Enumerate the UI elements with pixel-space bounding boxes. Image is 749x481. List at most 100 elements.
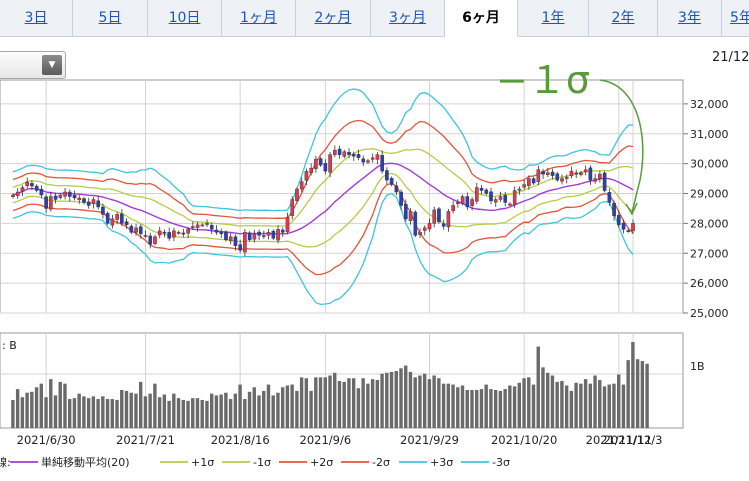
tab-1[interactable]: 5日	[73, 0, 148, 36]
volume-bar	[228, 399, 233, 428]
candle-body	[631, 223, 635, 232]
candle-body	[356, 154, 361, 158]
dropdown-arrow-icon[interactable]: ▼	[42, 55, 62, 75]
candle-body	[110, 218, 115, 226]
candle-body	[498, 196, 503, 200]
volume-bar	[266, 384, 271, 428]
tab-9[interactable]: 3年	[658, 0, 722, 36]
legend-label: -2σ	[372, 456, 390, 469]
volume-bar	[134, 393, 138, 428]
candle-body	[607, 192, 612, 203]
x-tick-label: 2021/11/11	[586, 433, 652, 447]
candle-body	[508, 203, 512, 206]
volume-bar	[569, 390, 574, 428]
legend-label: +3σ	[430, 456, 453, 469]
volume-bar	[243, 399, 247, 428]
candle-body	[531, 178, 536, 184]
volume-bar	[205, 400, 209, 428]
volume-bar	[195, 398, 200, 428]
candle-body	[394, 185, 399, 193]
candle-body	[314, 158, 318, 169]
volume-bar	[224, 392, 228, 428]
volume-bar	[214, 395, 219, 428]
volume-bar	[427, 379, 432, 428]
candle-body	[58, 194, 63, 198]
candle-body	[153, 236, 157, 244]
candle-body	[200, 224, 205, 227]
candle-body	[451, 205, 455, 212]
candle-body	[39, 189, 44, 196]
candle-body	[475, 187, 479, 202]
volume-bar	[451, 384, 455, 428]
candle-body	[541, 171, 545, 175]
tab-5[interactable]: 3ヶ月	[371, 0, 445, 36]
volume-bar	[172, 393, 176, 428]
candle-body	[422, 227, 427, 231]
volume-bar	[34, 387, 39, 428]
tab-7[interactable]: 1年	[518, 0, 589, 36]
volume-bar	[328, 375, 332, 428]
volume-bar	[280, 387, 285, 428]
volume-bar	[394, 371, 398, 428]
tab-2[interactable]: 10日	[148, 0, 222, 36]
volume-bar	[120, 390, 124, 428]
indicator-select[interactable]: ▼	[0, 51, 66, 79]
annotation-label: −１σ	[496, 58, 590, 102]
volume-bar	[295, 390, 299, 428]
candle-body	[176, 232, 181, 234]
candle-body	[602, 172, 607, 191]
period-tabs: 3日 5日 10日 1ヶ月 2ヶ月 3ヶ月 6ヶ月 1年 2年 3年 5年	[0, 0, 749, 37]
candle-body	[432, 209, 437, 224]
candle-body	[44, 196, 48, 209]
volume-bar	[593, 375, 597, 428]
legend-label: +1σ	[191, 456, 214, 469]
volume-bar	[162, 394, 167, 428]
candle-body	[172, 230, 176, 238]
tab-0[interactable]: 3日	[0, 0, 73, 36]
candle-body	[385, 170, 389, 181]
tab-4[interactable]: 2ヶ月	[296, 0, 371, 36]
tab-3[interactable]: 1ヶ月	[222, 0, 296, 36]
tab-6[interactable]: 6ヶ月	[445, 0, 518, 37]
candle-body	[564, 176, 569, 179]
volume-bar	[63, 383, 67, 428]
x-tick-label: 2021/12/3	[604, 433, 663, 447]
volume-bar	[191, 398, 195, 428]
volume-bar	[598, 380, 602, 428]
tab-8[interactable]: 2年	[589, 0, 658, 36]
volume-bar	[271, 395, 275, 428]
volume-bar	[176, 398, 181, 428]
candle-body	[479, 187, 484, 191]
candle-body	[101, 206, 105, 215]
candle-body	[143, 235, 148, 237]
volume-bar	[555, 381, 559, 428]
tab-10[interactable]: 5年	[722, 0, 749, 36]
candle-body	[342, 151, 347, 157]
volume-bar	[621, 384, 626, 428]
candle-body	[522, 184, 526, 188]
candle-body	[617, 215, 621, 226]
volume-bar	[408, 371, 413, 428]
candle-body	[460, 196, 465, 204]
candle-body	[299, 181, 304, 190]
volume-bar	[361, 378, 365, 428]
volume-bar	[366, 383, 370, 428]
candle-body	[53, 195, 58, 200]
candle-body	[25, 181, 29, 186]
volume-bar	[602, 386, 607, 428]
candle-body	[91, 199, 96, 204]
legend-label: 単純移動平均(20)	[41, 455, 130, 469]
volume-bar	[635, 359, 640, 428]
volume-bar	[44, 397, 48, 428]
volume-bar	[347, 378, 351, 428]
candle-body	[49, 196, 53, 210]
candle-body	[489, 191, 493, 202]
candle-body	[15, 191, 20, 196]
volume-bar	[323, 377, 327, 428]
candle-body	[399, 191, 403, 206]
volume-bar	[276, 392, 280, 428]
volume-bar	[612, 383, 616, 428]
volume-bar	[631, 342, 635, 428]
volume-bar	[546, 372, 550, 428]
volume-bar	[314, 377, 318, 428]
